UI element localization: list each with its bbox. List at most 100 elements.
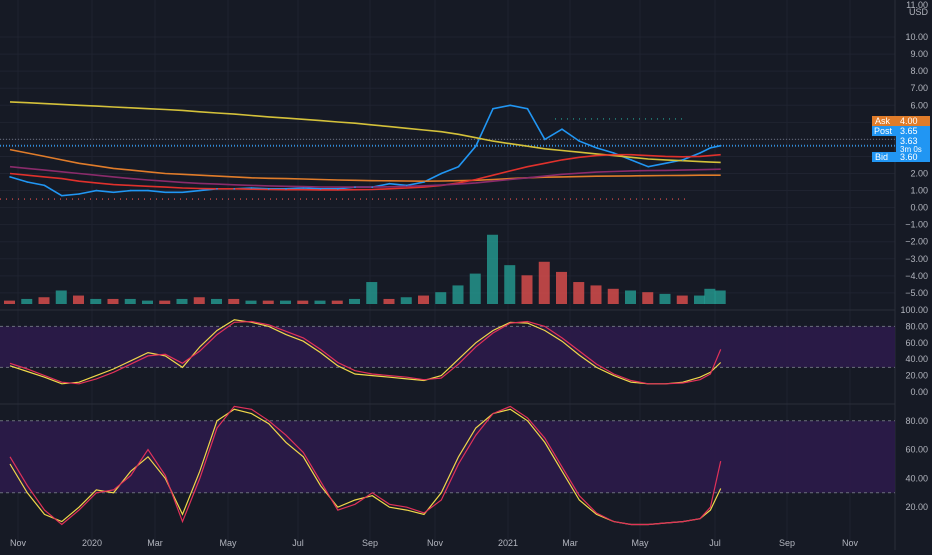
price-point: [354, 186, 356, 188]
volume-bar: [590, 285, 602, 304]
x-tick-label: 2021: [498, 538, 518, 548]
x-tick-label: Nov: [842, 538, 859, 548]
price-point: [250, 187, 253, 189]
price-point: [543, 138, 546, 141]
bid-label: Bid: [875, 152, 888, 162]
volume-bar: [418, 295, 429, 304]
ask-value-tag: [896, 116, 930, 126]
price-point: [709, 147, 712, 149]
price-point: [285, 188, 287, 190]
volume-bar: [383, 298, 395, 304]
volume-bar: [366, 282, 378, 304]
volume-bar: [504, 265, 516, 304]
price-point: [699, 152, 701, 154]
volume-bar: [452, 285, 464, 304]
price-point: [147, 189, 149, 192]
y-tick-label: 9.00: [910, 49, 928, 59]
last-value: 3.63: [900, 136, 918, 146]
bid-value-tag: [896, 152, 930, 162]
volume-bar: [228, 298, 240, 304]
price-scale-header: 11.00: [906, 0, 928, 10]
x-tick-label: Jul: [709, 538, 721, 548]
lines-layer: [9, 101, 722, 526]
stoch2-band: [0, 420, 895, 493]
volume-bar: [142, 300, 153, 304]
price-point: [112, 191, 115, 194]
last-value-tag: [896, 136, 930, 154]
volume-layer: [4, 234, 726, 304]
volume-bar: [245, 300, 257, 304]
x-tick-label: Sep: [779, 538, 795, 548]
volume-bar: [211, 298, 222, 304]
volume-bar: [538, 261, 550, 304]
volume-bar: [4, 300, 15, 304]
price-point: [9, 176, 11, 178]
x-tick-label: 2020: [82, 538, 102, 548]
price-point: [405, 184, 408, 187]
price-point: [561, 128, 563, 130]
price-point: [198, 189, 201, 192]
volume-bar: [659, 293, 671, 304]
price-point: [26, 181, 29, 183]
volume-bar: [314, 300, 326, 304]
volume-bar: [55, 290, 67, 304]
stoch2-y-tick-label: 60.00: [905, 445, 928, 455]
price-point: [630, 159, 632, 161]
volume-bar: [193, 297, 205, 304]
price-point: [60, 194, 63, 197]
x-tick-label: Nov: [10, 538, 27, 548]
price-point: [440, 172, 443, 175]
post-label: Post: [874, 126, 893, 136]
volume-bar: [487, 234, 498, 304]
post-value-tag: [896, 126, 930, 136]
last-countdown: 3m 0s: [900, 145, 922, 154]
volume-bar: [331, 300, 343, 304]
x-tick-label: Sep: [362, 538, 378, 548]
volume-bar: [573, 282, 585, 304]
stoch1-y-tick-label: 60.00: [905, 338, 928, 348]
x-tick-label: May: [219, 538, 237, 548]
volume-bar: [435, 292, 447, 304]
price-point: [78, 193, 80, 195]
ask-tag: [872, 116, 896, 126]
volume-bar: [90, 298, 102, 304]
price-point: [95, 189, 98, 192]
price-point: [595, 147, 598, 149]
y-tick-label: −5.00: [905, 288, 928, 298]
price-point: [681, 159, 684, 161]
post-value: 3.65: [900, 126, 918, 136]
price-point: [509, 104, 512, 107]
y-tick-label: 10.00: [905, 32, 928, 42]
bands-layer: [0, 325, 895, 494]
stoch1-y-tick-label: 20.00: [905, 371, 928, 381]
volume-bar: [556, 271, 567, 304]
x-tick-label: May: [631, 538, 649, 548]
price-point: [267, 188, 270, 190]
volume-bar: [38, 297, 50, 304]
y-tick-label: 1.00: [910, 186, 928, 196]
volume-bar: [176, 298, 188, 304]
stoch1-series-k: [9, 319, 722, 385]
y-tick-label: −3.00: [905, 254, 928, 264]
price-point: [388, 182, 391, 185]
price-point: [319, 188, 322, 190]
price-point: [612, 152, 615, 154]
price-point: [423, 181, 425, 183]
series-ma_long: [9, 101, 721, 164]
price-point: [129, 189, 132, 192]
bid-tag: [872, 152, 896, 162]
y-tick-label: −2.00: [905, 237, 928, 247]
y-tick-label: 0.00: [910, 203, 928, 213]
stoch1-y-tick-label: 0.00: [910, 387, 928, 397]
stoch2-y-tick-label: 80.00: [905, 416, 928, 426]
stoch1-y-tick-label: 40.00: [905, 354, 928, 364]
stoch1-band: [0, 326, 895, 368]
volume-bar: [280, 300, 291, 304]
ask-value: 4.00: [900, 116, 918, 126]
stoch1-y-tick-label: 100.00: [900, 305, 928, 315]
volume-bar: [262, 300, 274, 304]
y-tick-label: 7.00: [910, 83, 928, 93]
volume-bar: [107, 298, 119, 304]
y-tick-label: 8.00: [910, 66, 928, 76]
